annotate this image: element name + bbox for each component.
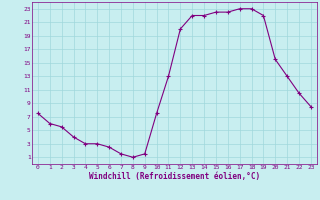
X-axis label: Windchill (Refroidissement éolien,°C): Windchill (Refroidissement éolien,°C)	[89, 172, 260, 181]
